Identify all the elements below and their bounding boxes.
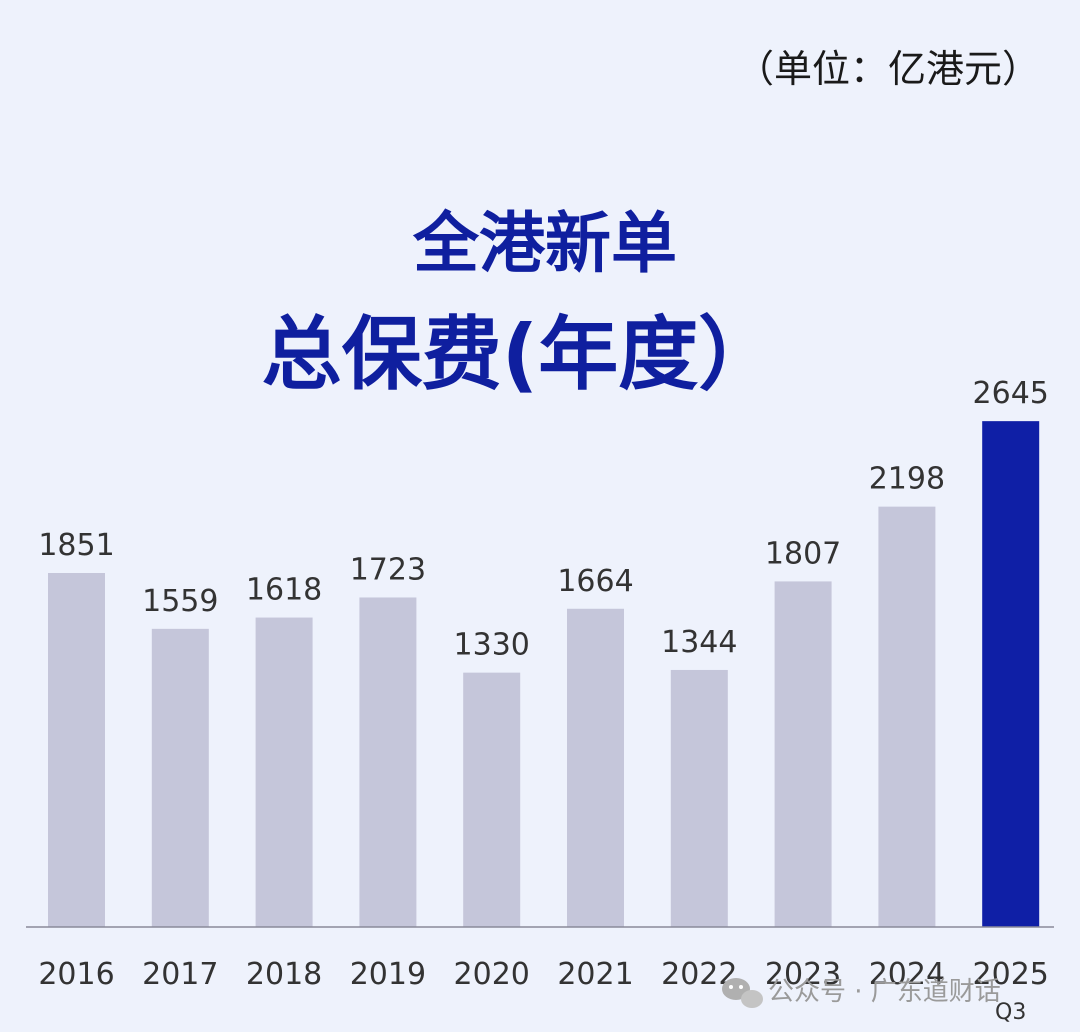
bar-2019 — [359, 597, 417, 927]
bars-group: 1851 1559 1618 1723 1330 1664 1344 1807 2198 2645 — [38, 376, 1049, 927]
value-label-2017: 1559 — [142, 584, 218, 619]
unit-label: （单位：亿港元） — [736, 47, 1040, 91]
wechat-icon — [722, 978, 763, 1008]
bar-2020 — [463, 672, 521, 927]
bar-2024 — [878, 506, 936, 927]
value-label-2021: 1664 — [557, 564, 633, 599]
chart-title: 全港新单 — [412, 205, 677, 282]
x-tick-label-2016: 2016 — [38, 957, 114, 992]
value-label-2023: 1807 — [765, 536, 841, 571]
chart-subtitle: 总保费(年度） — [262, 308, 779, 401]
x-tick-label-2023: 2023 — [765, 957, 841, 992]
bar-2022 — [670, 669, 728, 927]
value-label-2025: 2645 — [973, 376, 1049, 411]
value-label-2018: 1618 — [246, 573, 322, 608]
x-tick-label-2020: 2020 — [454, 957, 530, 992]
bar-2025 — [982, 421, 1040, 927]
value-label-2024: 2198 — [869, 462, 945, 497]
x-tick-label-2018: 2018 — [246, 957, 322, 992]
x-tick-label-2024: 2024 — [869, 957, 945, 992]
bar-2018 — [255, 617, 313, 927]
x-tick-label-2019: 2019 — [350, 957, 426, 992]
value-label-2016: 1851 — [38, 528, 114, 563]
value-label-2019: 1723 — [350, 552, 426, 587]
x-tick-label-2017: 2017 — [142, 957, 218, 992]
bar-2021 — [567, 608, 624, 927]
value-label-2020: 1330 — [454, 628, 530, 663]
watermark: 公众号 · 广东道财话 — [722, 977, 1001, 1008]
bar-2016 — [48, 573, 105, 927]
x-tick-sublabel-2025: Q3 — [995, 1000, 1026, 1025]
value-label-2022: 1344 — [661, 625, 737, 660]
x-axis-labels: 2016 2017 2018 2019 2020 2021 2022 2023 2024 2025… — [38, 957, 1049, 1025]
bar-2023 — [774, 581, 832, 927]
bar-2017 — [151, 628, 209, 927]
x-tick-label-2025: 2025 — [973, 957, 1049, 992]
x-tick-label-2021: 2021 — [557, 957, 633, 992]
watermark-text: 公众号 · 广东道财话 — [768, 977, 1001, 1007]
